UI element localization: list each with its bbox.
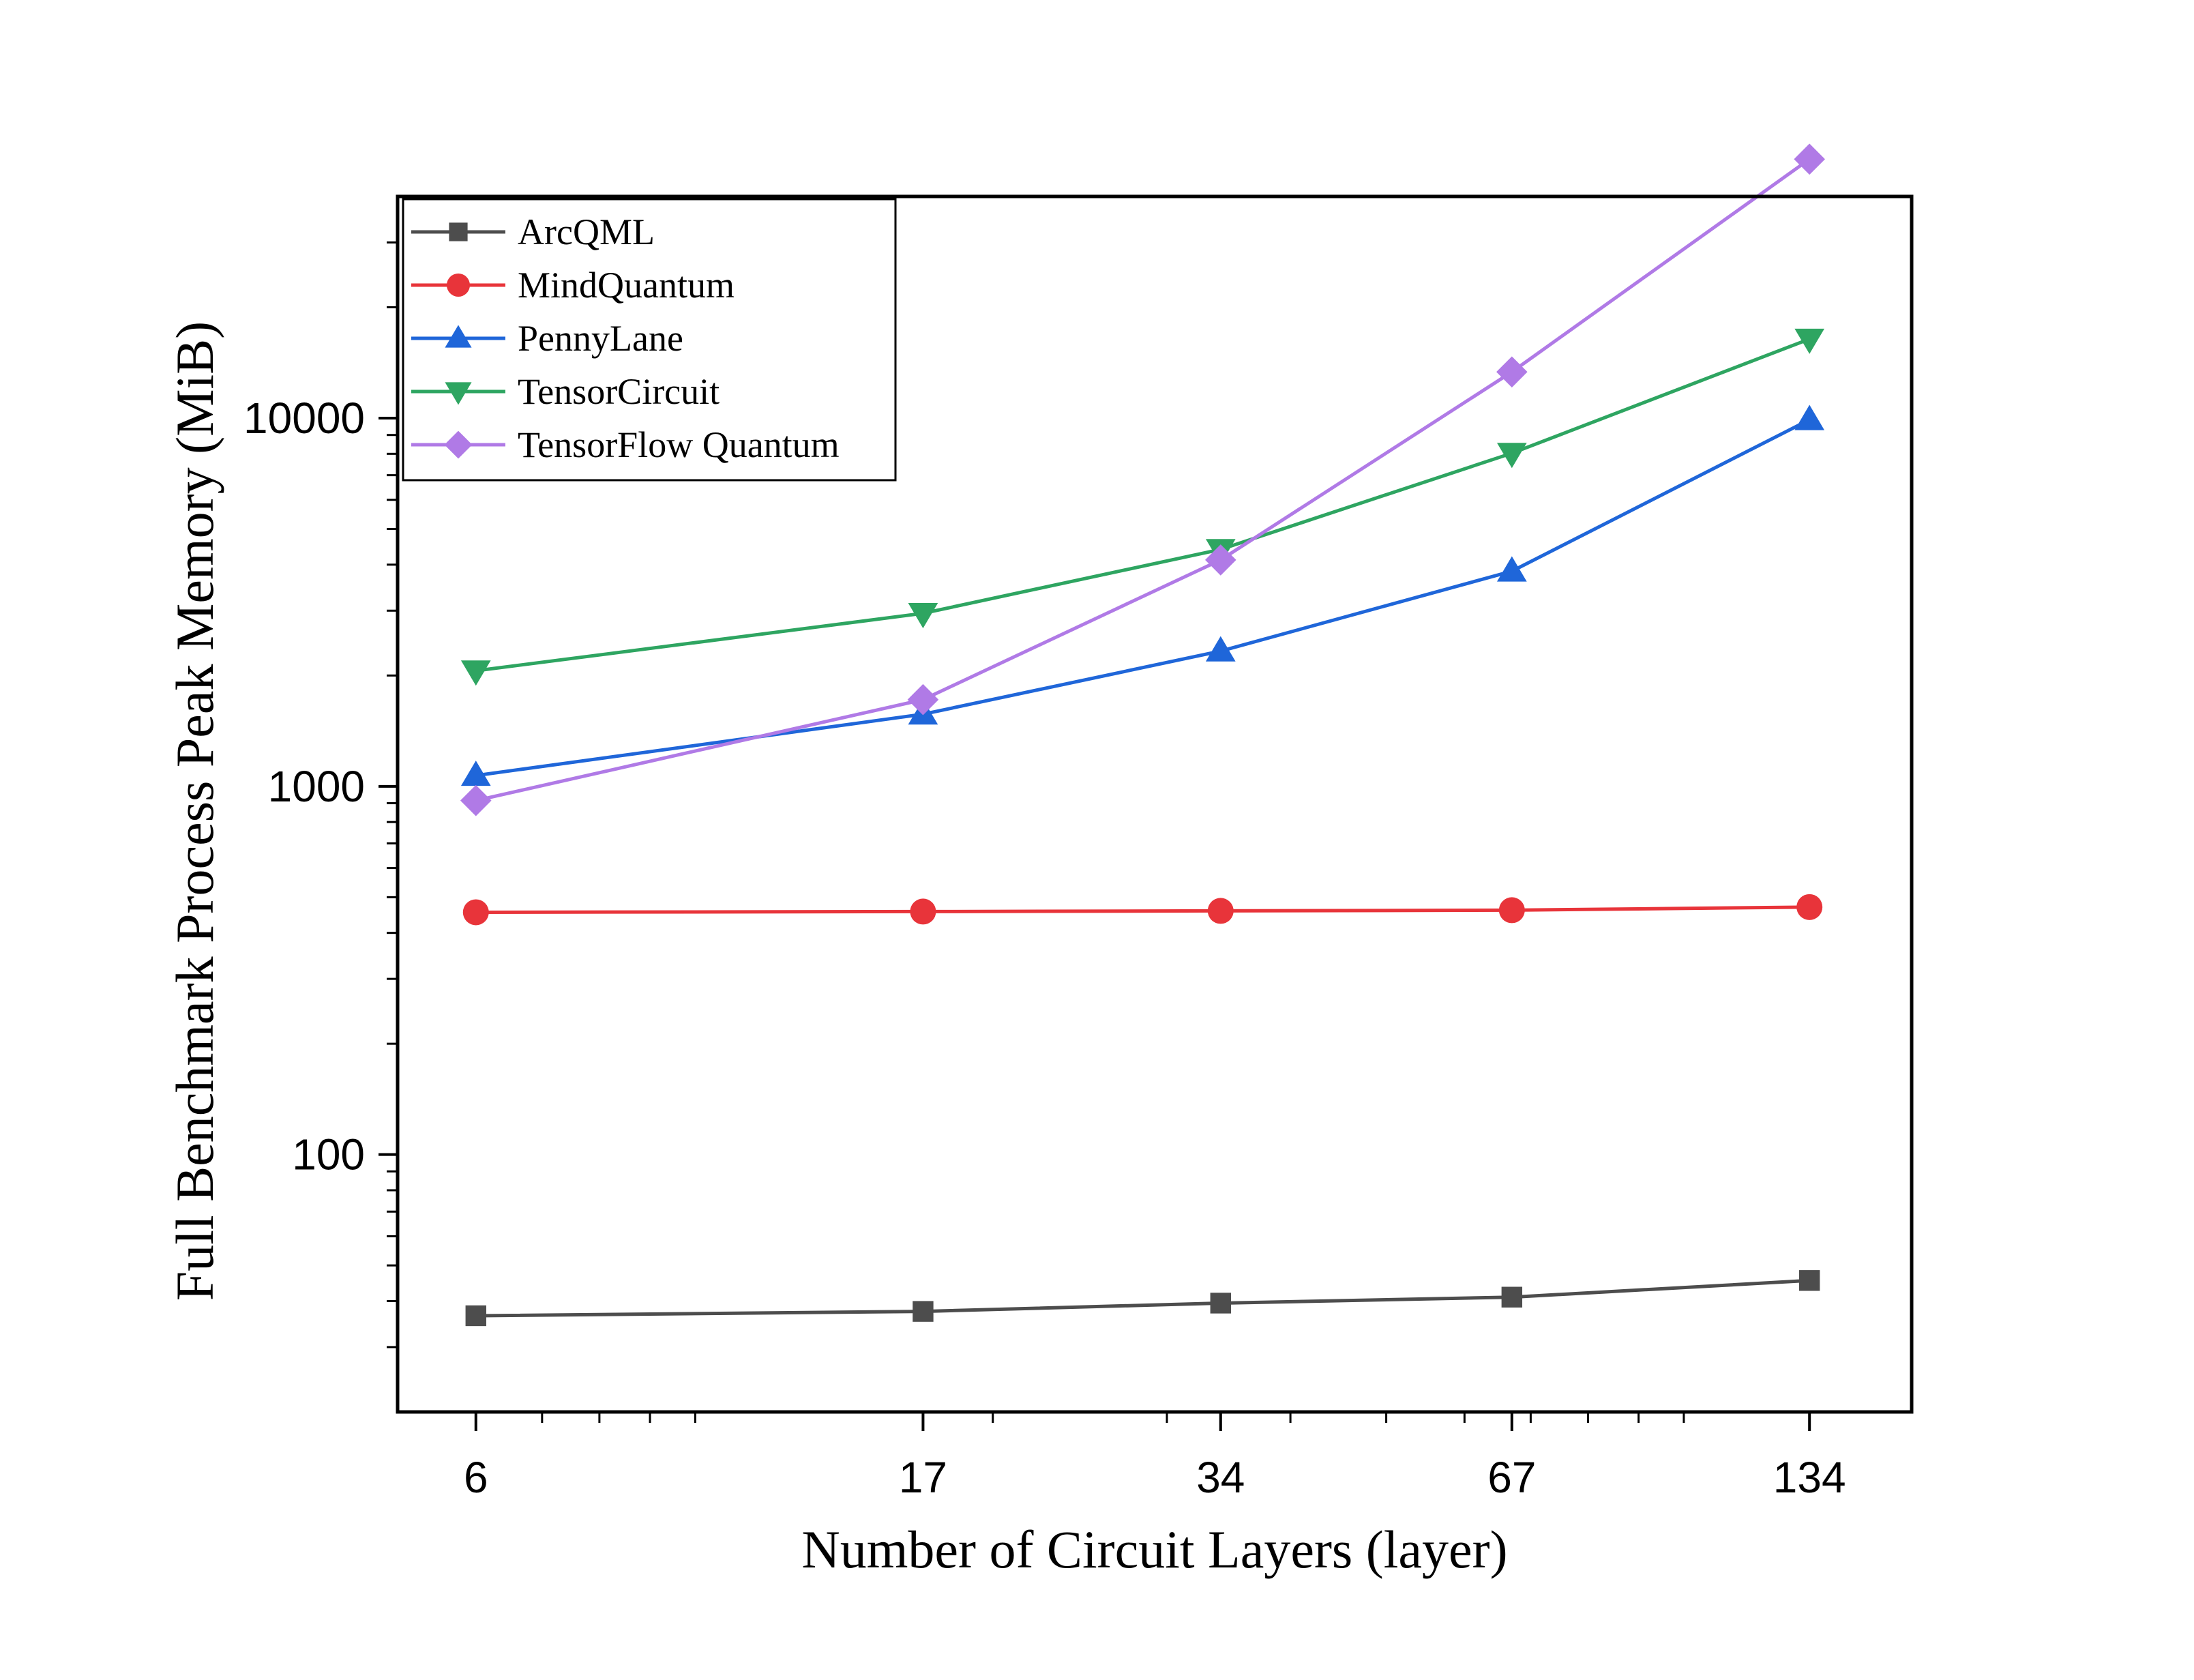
- legend-marker: [445, 382, 472, 405]
- legend-label: ArcQML: [518, 211, 655, 252]
- data-point: [460, 784, 492, 816]
- legend-item: TensorFlow Quantum: [411, 424, 840, 465]
- data-point: [465, 1305, 486, 1327]
- x-tick-label: 34: [1196, 1453, 1245, 1502]
- legend-label: TensorCircuit: [518, 371, 720, 412]
- data-point: [1496, 556, 1527, 582]
- legend-label: TensorFlow Quantum: [518, 424, 840, 465]
- legend-marker: [449, 222, 468, 241]
- legend-label: PennyLane: [518, 318, 683, 359]
- data-point: [1496, 356, 1528, 388]
- x-tick-label: 134: [1773, 1453, 1846, 1502]
- y-tick-label: 1000: [268, 762, 365, 811]
- data-point: [1794, 328, 1825, 354]
- legend-item: MindQuantum: [411, 265, 735, 306]
- x-tick-label: 17: [899, 1453, 947, 1502]
- data-point: [1798, 1270, 1820, 1291]
- x-tick-label: 6: [464, 1453, 488, 1502]
- legend-item: PennyLane: [411, 318, 683, 359]
- data-point: [1794, 404, 1825, 430]
- data-point: [1204, 544, 1236, 576]
- data-point: [1210, 1293, 1231, 1314]
- legend-marker: [447, 274, 470, 297]
- data-point: [1501, 1286, 1523, 1308]
- data-point: [1205, 636, 1236, 662]
- series-mindquantum: [462, 894, 1823, 926]
- ticks-layer: 6 17 34 67 134 100 1000 10000: [243, 241, 1846, 1502]
- data-point: [1796, 894, 1823, 920]
- series-layer: [460, 143, 1825, 1327]
- series-arcqml: [465, 1270, 1820, 1327]
- y-tick-label: 10000: [243, 394, 365, 443]
- data-point: [462, 899, 489, 926]
- legend-item: ArcQML: [411, 211, 655, 252]
- y-axis-title: Full Benchmark Process Peak Memory (MiB): [165, 321, 224, 1301]
- data-point: [913, 1301, 934, 1322]
- legend-marker: [445, 325, 472, 348]
- data-point: [460, 761, 491, 786]
- data-point: [1498, 897, 1525, 924]
- series-tensorflow-quantum: [460, 143, 1825, 816]
- y-tick-label: 100: [292, 1130, 365, 1179]
- data-point: [910, 898, 936, 925]
- legend-marker: [444, 430, 473, 459]
- data-point: [460, 660, 491, 686]
- data-point: [1794, 143, 1825, 175]
- data-point: [1207, 898, 1234, 924]
- legend-label: MindQuantum: [518, 265, 735, 306]
- data-point: [1496, 443, 1527, 469]
- data-point: [907, 683, 939, 716]
- data-point: [908, 603, 938, 629]
- legend-item: TensorCircuit: [411, 371, 720, 412]
- legend: ArcQML MindQuantum PennyLane TensorCircuit T…: [402, 198, 897, 482]
- x-tick-label: 67: [1487, 1453, 1536, 1502]
- x-axis-title: Number of Circuit Layers (layer): [801, 1520, 1507, 1579]
